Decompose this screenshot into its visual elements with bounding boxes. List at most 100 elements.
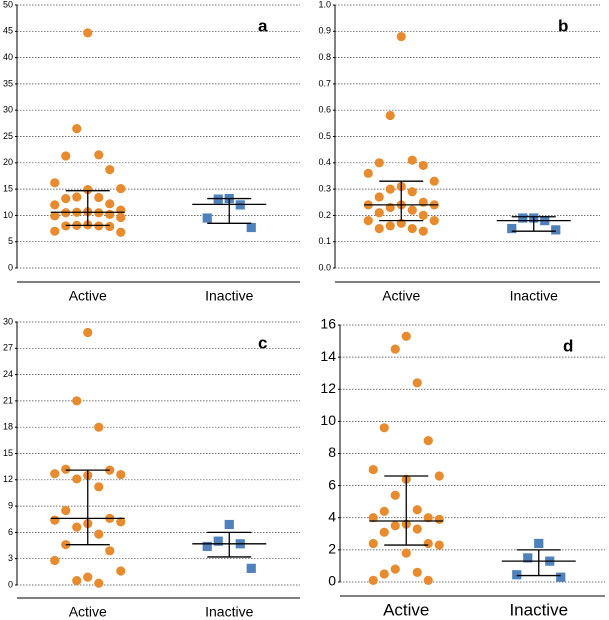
data-point bbox=[50, 226, 60, 236]
data-point bbox=[213, 536, 223, 546]
y-tick-label: 15 bbox=[3, 448, 13, 458]
data-point bbox=[105, 546, 115, 556]
data-point bbox=[368, 464, 378, 475]
y-tick-label: 6 bbox=[328, 476, 336, 492]
data-point bbox=[385, 110, 395, 121]
data-point bbox=[50, 469, 60, 479]
data-point bbox=[72, 396, 82, 406]
data-point bbox=[116, 566, 126, 576]
y-tick-label: 12 bbox=[3, 474, 13, 484]
data-point bbox=[390, 564, 400, 574]
data-point bbox=[374, 223, 384, 234]
data-point bbox=[429, 176, 439, 186]
x-tick-label: Active bbox=[383, 600, 429, 619]
data-point bbox=[116, 227, 126, 237]
data-point bbox=[407, 223, 417, 234]
data-point bbox=[434, 471, 444, 481]
data-point bbox=[50, 200, 60, 210]
data-point bbox=[83, 327, 93, 338]
data-point bbox=[385, 221, 395, 231]
data-point bbox=[423, 513, 433, 523]
data-point bbox=[105, 209, 115, 219]
data-point bbox=[434, 540, 444, 550]
y-tick-label: 25 bbox=[3, 131, 13, 141]
x-tick-label: Inactive bbox=[509, 600, 568, 619]
data-point bbox=[412, 505, 422, 515]
data-point bbox=[407, 187, 417, 197]
data-point bbox=[368, 538, 378, 549]
y-tick-label: 2 bbox=[328, 541, 336, 557]
data-point bbox=[379, 506, 389, 516]
y-tick-label: 30 bbox=[3, 316, 13, 326]
data-point bbox=[401, 331, 411, 341]
data-point bbox=[105, 199, 115, 209]
data-point bbox=[412, 567, 422, 577]
y-tick-label: 4 bbox=[328, 508, 336, 524]
data-point bbox=[423, 436, 433, 446]
y-tick-label: 16 bbox=[320, 316, 336, 332]
data-point bbox=[105, 165, 115, 175]
data-point bbox=[390, 490, 400, 500]
y-tick-label: 0.5 bbox=[318, 131, 331, 141]
x-tick-label: Active bbox=[69, 604, 107, 620]
data-point bbox=[363, 216, 373, 226]
data-point bbox=[368, 575, 378, 585]
data-point bbox=[396, 31, 406, 42]
data-point bbox=[363, 168, 373, 178]
y-tick-label: 10 bbox=[320, 412, 336, 428]
data-point bbox=[246, 222, 256, 233]
y-tick-label: 14 bbox=[320, 348, 336, 364]
data-point bbox=[72, 192, 82, 202]
data-point bbox=[224, 519, 234, 530]
data-point bbox=[556, 572, 566, 582]
panel-label: d bbox=[563, 336, 573, 355]
data-point bbox=[50, 178, 60, 188]
data-point bbox=[551, 225, 561, 235]
data-point bbox=[83, 572, 93, 582]
data-point bbox=[61, 193, 71, 204]
x-tick-label: Active bbox=[69, 288, 107, 304]
data-point bbox=[518, 213, 528, 223]
y-tick-label: 10 bbox=[3, 210, 13, 220]
y-tick-label: 9 bbox=[8, 500, 13, 510]
data-point bbox=[116, 469, 126, 480]
data-point bbox=[385, 184, 395, 194]
y-tick-label: 18 bbox=[3, 422, 13, 432]
y-tick-label: 35 bbox=[3, 78, 13, 88]
y-tick-label: 20 bbox=[3, 157, 13, 167]
data-point bbox=[418, 160, 428, 171]
y-tick-label: 0.4 bbox=[318, 157, 331, 167]
y-tick-label: 0 bbox=[8, 262, 13, 272]
y-tick-label: 21 bbox=[3, 395, 13, 405]
data-point bbox=[202, 213, 212, 223]
data-point bbox=[94, 529, 104, 539]
data-point bbox=[94, 578, 104, 588]
y-tick-label: 0.1 bbox=[318, 236, 331, 246]
y-tick-label: 15 bbox=[3, 183, 13, 193]
y-tick-label: 12 bbox=[320, 380, 336, 396]
data-point bbox=[72, 576, 82, 586]
data-point bbox=[374, 192, 384, 202]
data-point bbox=[418, 226, 428, 236]
data-point bbox=[61, 505, 71, 516]
y-tick-label: 0.9 bbox=[318, 26, 331, 36]
y-tick-label: 30 bbox=[3, 105, 13, 115]
data-point bbox=[407, 155, 417, 165]
data-point bbox=[523, 553, 533, 563]
panel-label: c bbox=[258, 333, 267, 352]
data-point bbox=[412, 524, 422, 534]
data-point bbox=[246, 563, 256, 573]
data-point bbox=[94, 422, 104, 432]
data-point bbox=[72, 522, 82, 532]
data-point bbox=[61, 464, 71, 474]
data-point bbox=[418, 210, 428, 220]
y-tick-label: 50 bbox=[3, 0, 13, 9]
data-point bbox=[390, 521, 400, 531]
data-point bbox=[423, 538, 433, 549]
x-tick-label: Inactive bbox=[205, 604, 253, 620]
y-tick-label: 0.8 bbox=[318, 52, 331, 62]
data-point bbox=[379, 569, 389, 579]
data-point bbox=[374, 208, 384, 218]
data-point bbox=[202, 541, 212, 552]
data-point bbox=[379, 423, 389, 433]
